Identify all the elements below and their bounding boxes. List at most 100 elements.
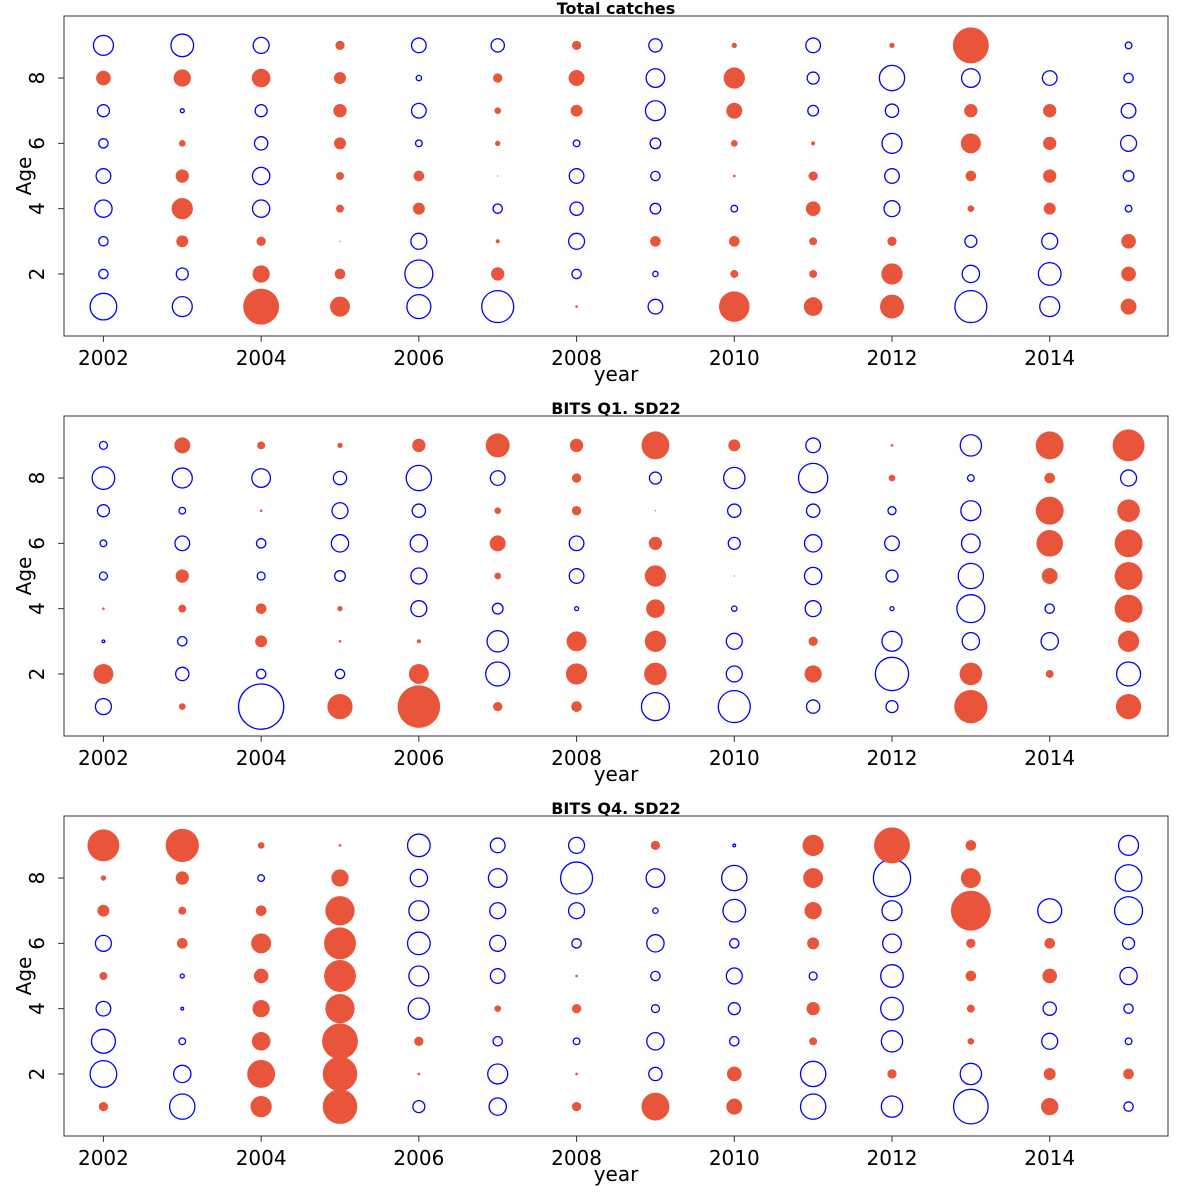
negative-residual-bubble bbox=[409, 534, 429, 553]
positive-residual-bubble bbox=[641, 1092, 670, 1121]
negative-residual-bubble bbox=[880, 996, 904, 1021]
negative-residual-bubble bbox=[648, 38, 663, 53]
negative-residual-bubble bbox=[1124, 1037, 1133, 1046]
negative-residual-bubble bbox=[652, 270, 659, 278]
y-tick-label: 8 bbox=[25, 872, 49, 885]
positive-residual-bubble bbox=[954, 689, 988, 724]
negative-residual-bubble bbox=[1044, 603, 1056, 614]
positive-residual-bubble bbox=[1043, 104, 1057, 118]
positive-residual-bubble bbox=[733, 575, 735, 577]
negative-residual-bubble bbox=[884, 103, 900, 118]
negative-residual-bubble bbox=[487, 1063, 509, 1085]
negative-residual-bubble bbox=[485, 661, 511, 687]
positive-residual-bubble bbox=[100, 875, 107, 881]
negative-residual-bubble bbox=[489, 470, 506, 487]
negative-residual-bubble bbox=[568, 568, 585, 584]
positive-residual-bubble bbox=[730, 269, 739, 278]
negative-residual-bubble bbox=[253, 136, 269, 151]
positive-residual-bubble bbox=[255, 905, 267, 917]
positive-residual-bubble bbox=[338, 639, 342, 643]
positive-residual-bubble bbox=[339, 240, 341, 242]
negative-residual-bubble bbox=[960, 500, 982, 522]
y-tick-label: 8 bbox=[25, 72, 49, 85]
positive-residual-bubble bbox=[178, 906, 187, 915]
positive-residual-bubble bbox=[417, 1072, 421, 1076]
negative-residual-bubble bbox=[878, 64, 906, 92]
positive-residual-bubble bbox=[1114, 529, 1143, 558]
negative-residual-bubble bbox=[410, 37, 427, 54]
x-tick-label: 2010 bbox=[709, 346, 760, 370]
panel-title: BITS Q1. SD22 bbox=[551, 399, 681, 418]
negative-residual-bubble bbox=[874, 656, 910, 692]
positive-residual-bubble bbox=[494, 572, 502, 580]
positive-residual-bubble bbox=[334, 72, 346, 85]
negative-residual-bubble bbox=[481, 290, 515, 324]
negative-residual-bubble bbox=[880, 964, 904, 988]
negative-residual-bubble bbox=[408, 965, 430, 987]
negative-residual-bubble bbox=[717, 690, 751, 724]
positive-residual-bubble bbox=[178, 703, 186, 710]
positive-residual-bubble bbox=[489, 535, 506, 552]
positive-residual-bubble bbox=[889, 42, 895, 49]
negative-residual-bubble bbox=[99, 539, 108, 548]
positive-residual-bubble bbox=[571, 506, 582, 516]
positive-residual-bubble bbox=[175, 569, 189, 583]
negative-residual-bubble bbox=[179, 108, 185, 114]
positive-residual-bubble bbox=[967, 1037, 975, 1045]
negative-residual-bubble bbox=[331, 502, 349, 520]
positive-residual-bubble bbox=[804, 902, 822, 920]
positive-residual-bubble bbox=[964, 104, 978, 118]
positive-residual-bubble bbox=[644, 630, 667, 652]
negative-residual-bubble bbox=[489, 902, 507, 920]
positive-residual-bubble bbox=[731, 42, 737, 49]
plot-frame bbox=[63, 815, 1169, 1137]
y-tick-label: 2 bbox=[25, 268, 49, 281]
negative-residual-bubble bbox=[96, 504, 111, 518]
y-axis: 2 4 6 8 bbox=[25, 472, 64, 680]
negative-residual-bubble bbox=[94, 199, 113, 218]
positive-residual-bubble bbox=[575, 305, 578, 308]
positive-residual-bubble bbox=[176, 235, 189, 248]
negative-residual-bubble bbox=[171, 467, 193, 489]
positive-residual-bubble bbox=[1117, 499, 1140, 522]
positive-residual-bubble bbox=[571, 1101, 582, 1112]
positive-residual-bubble bbox=[887, 1069, 897, 1079]
x-tick-label: 2006 bbox=[393, 1146, 444, 1170]
positive-residual-bubble bbox=[805, 201, 821, 216]
negative-residual-bubble bbox=[405, 464, 433, 492]
positive-residual-bubble bbox=[648, 536, 663, 550]
positive-residual-bubble bbox=[412, 438, 426, 453]
x-tick-label: 2008 bbox=[551, 746, 602, 770]
positive-residual-bubble bbox=[565, 663, 588, 685]
x-tick-label: 2008 bbox=[551, 1146, 602, 1170]
negative-residual-bubble bbox=[571, 268, 582, 280]
negative-residual-bubble bbox=[721, 864, 748, 892]
negative-residual-bubble bbox=[334, 570, 346, 582]
x-tick-label: 2010 bbox=[709, 1146, 760, 1170]
positive-residual-bubble bbox=[1112, 429, 1145, 462]
positive-residual-bubble bbox=[1036, 530, 1064, 557]
negative-residual-bubble bbox=[880, 1095, 904, 1118]
positive-residual-bubble bbox=[165, 828, 199, 863]
negative-residual-bubble bbox=[568, 535, 585, 552]
positive-residual-bubble bbox=[87, 829, 120, 862]
x-tick-label: 2002 bbox=[78, 1146, 129, 1170]
positive-residual-bubble bbox=[803, 297, 823, 316]
negative-residual-bubble bbox=[170, 33, 195, 58]
negative-residual-bubble bbox=[1124, 204, 1133, 213]
positive-residual-bubble bbox=[726, 1098, 743, 1115]
negative-residual-bubble bbox=[799, 1093, 827, 1120]
negative-residual-bubble bbox=[966, 474, 975, 483]
positive-residual-bubble bbox=[965, 970, 977, 982]
x-axis: 2002 2004 2006 2008 2010 2012 2014 bbox=[78, 736, 1075, 770]
positive-residual-bubble bbox=[251, 68, 271, 88]
positive-residual-bubble bbox=[654, 510, 657, 512]
negative-residual-bubble bbox=[237, 683, 285, 730]
negative-residual-bubble bbox=[806, 71, 820, 85]
positive-residual-bubble bbox=[575, 974, 578, 978]
positive-residual-bubble bbox=[257, 441, 266, 450]
x-tick-label: 2002 bbox=[78, 346, 129, 370]
negative-residual-bubble bbox=[1037, 262, 1062, 286]
positive-residual-bubble bbox=[324, 927, 356, 960]
negative-residual-bubble bbox=[725, 665, 743, 683]
